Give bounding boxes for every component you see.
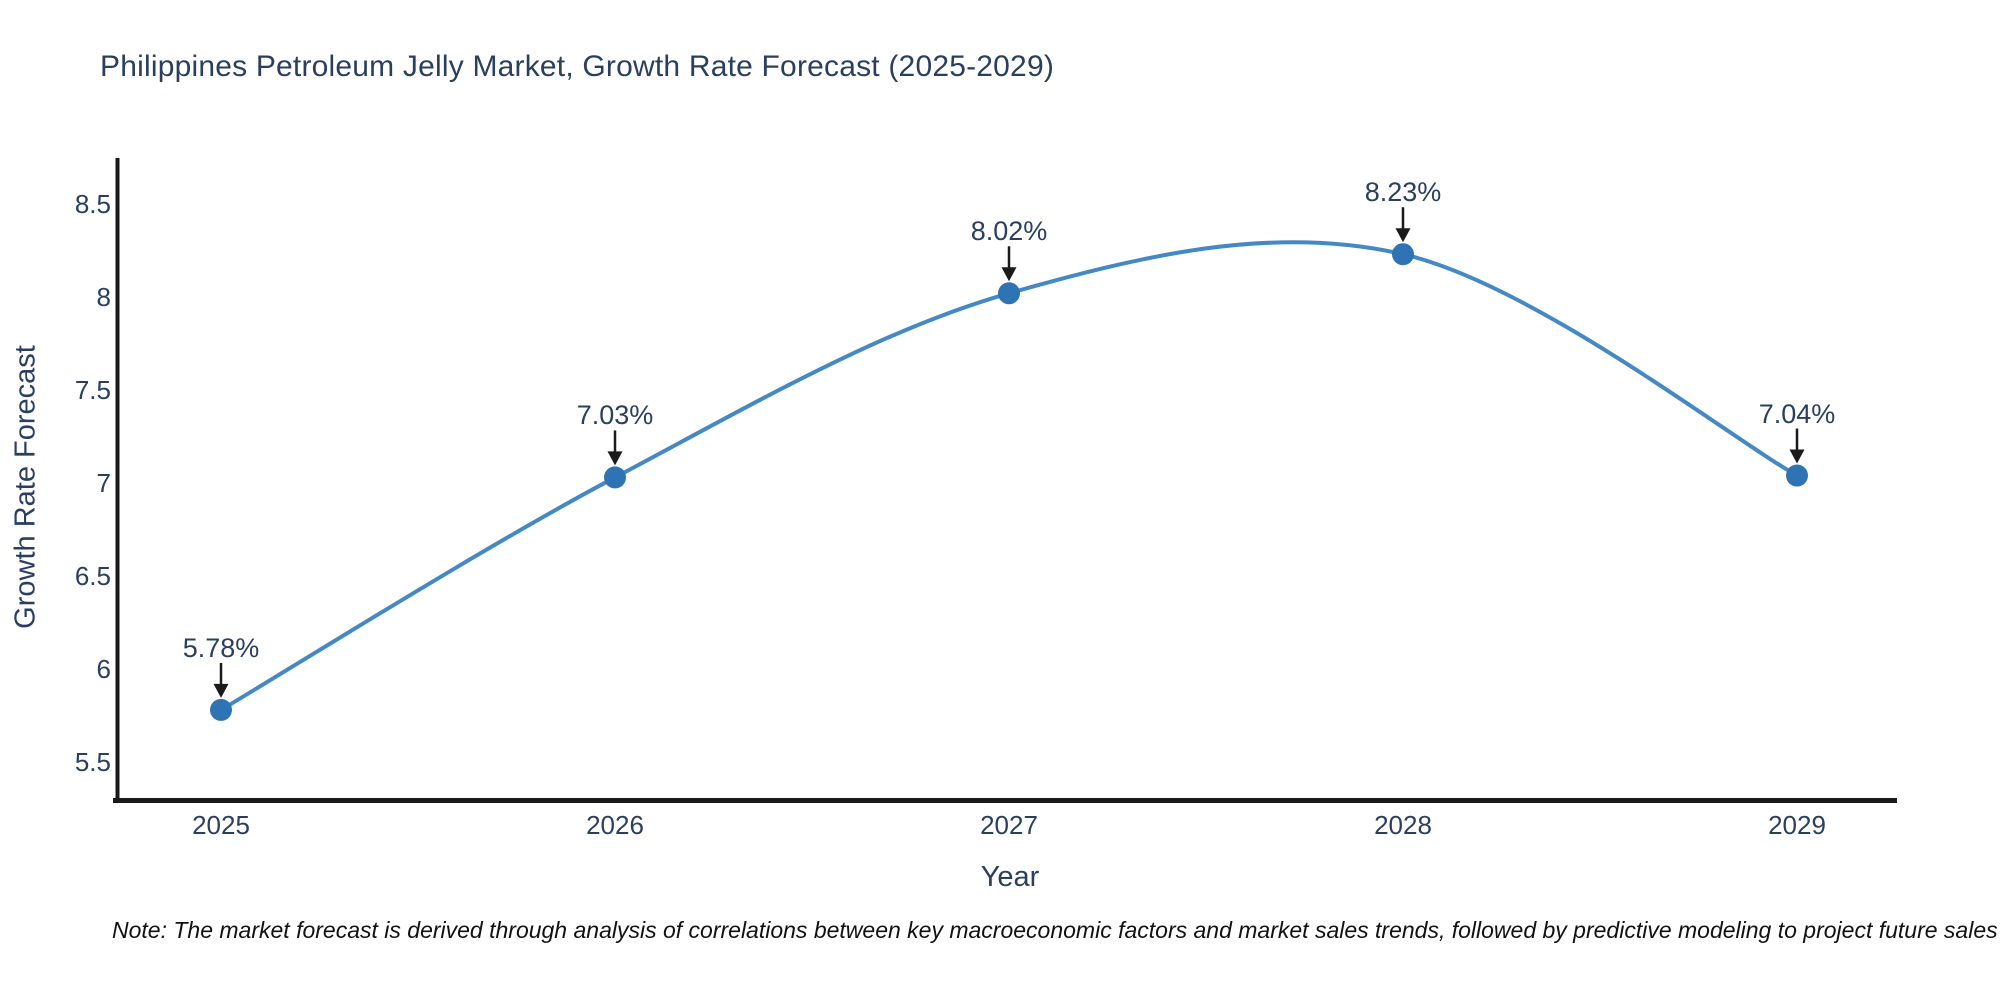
data-point-markers <box>210 243 1808 721</box>
data-point-marker <box>210 698 232 721</box>
axes <box>113 158 1897 803</box>
data-point-label: 5.78% <box>182 632 260 663</box>
annotation-arrow-head <box>1789 449 1805 464</box>
data-point-label: 8.02% <box>970 216 1048 247</box>
data-point-label: 7.03% <box>576 400 654 431</box>
y-tick-label: 7.5 <box>74 375 111 405</box>
annotation-arrow-head <box>1395 228 1411 243</box>
trend-line <box>219 240 1798 712</box>
x-tick-label: 2025 <box>192 810 250 840</box>
x-axis-title: Year <box>980 861 1040 893</box>
y-tick-label: 6.5 <box>74 561 111 591</box>
annotation-arrow-head <box>607 451 623 466</box>
data-point-marker <box>998 282 1020 305</box>
y-axis-title: Growth Rate Forecast <box>9 345 42 629</box>
x-tick-label: 2028 <box>1374 810 1432 840</box>
growth-rate-line <box>219 240 1798 712</box>
x-tick-label: 2026 <box>586 810 644 840</box>
data-point-label: 7.04% <box>1758 398 1836 429</box>
y-tick-label: 6 <box>96 654 111 684</box>
data-point-marker <box>604 466 626 489</box>
chart-title: Philippines Petroleum Jelly Market, Grow… <box>100 50 1055 83</box>
data-point-marker <box>1392 243 1414 266</box>
x-tick-label: 2029 <box>1768 810 1826 840</box>
y-tick-label: 8.5 <box>74 189 111 219</box>
y-tick-label: 7 <box>96 468 111 498</box>
x-tick-label: 2027 <box>980 810 1038 840</box>
annotation-arrow-head <box>1001 267 1017 282</box>
data-point-marker <box>1786 464 1808 487</box>
data-point-label: 8.23% <box>1364 177 1442 208</box>
chart-footnote: Note: The market forecast is derived thr… <box>112 917 1998 943</box>
annotation-arrows <box>213 207 1805 698</box>
annotation-arrow-head <box>213 683 229 698</box>
y-tick-label: 8 <box>96 282 111 312</box>
y-tick-label: 5.5 <box>74 747 111 777</box>
